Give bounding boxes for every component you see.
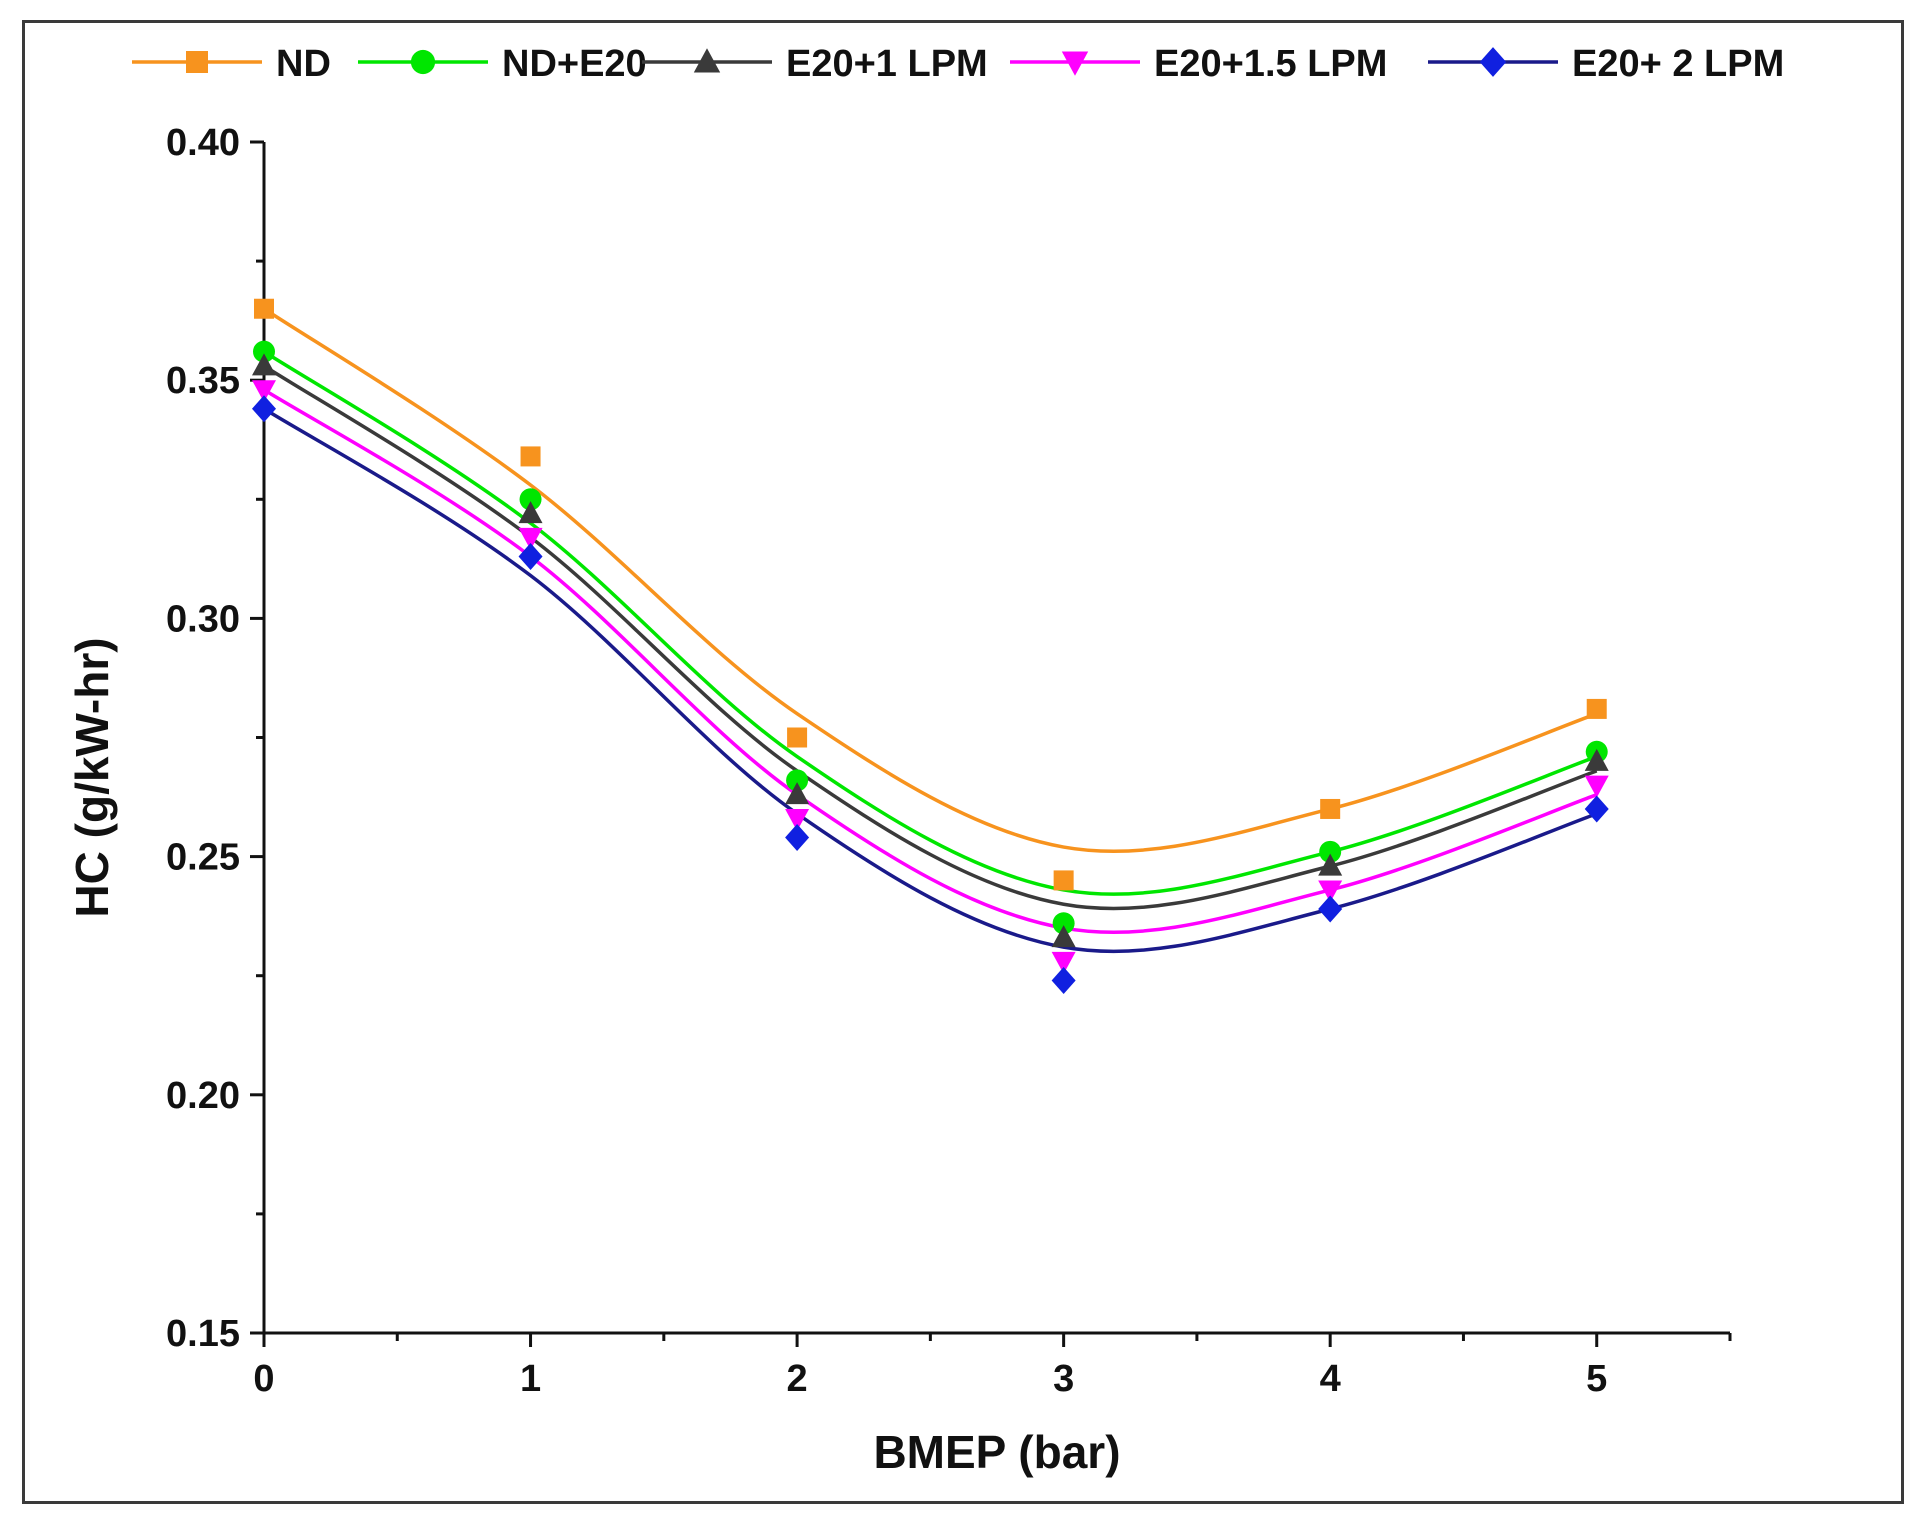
y-tick-label: 0.15 xyxy=(166,1313,240,1355)
legend-marker xyxy=(1061,51,1089,76)
y-tick-label: 0.30 xyxy=(166,598,240,640)
legend: ND ND+E20 E20+1 LPM E20+1.5 LPM E20+ 2 LPM xyxy=(132,43,1784,85)
x-axis-title: BMEP (bar) xyxy=(873,1426,1120,1478)
data-point xyxy=(1318,853,1343,876)
legend-marker xyxy=(693,48,721,73)
data-point xyxy=(518,527,543,550)
y-tick-label: 0.40 xyxy=(166,122,240,164)
data-point xyxy=(787,727,808,748)
data-point xyxy=(1051,925,1076,948)
legend-marker xyxy=(410,49,436,75)
legend-label: E20+1.5 LPM xyxy=(1154,43,1387,85)
data-point xyxy=(1318,880,1343,903)
legend-item: ND xyxy=(132,43,331,85)
data-point xyxy=(1053,870,1074,891)
legend-label: E20+ 2 LPM xyxy=(1572,43,1784,85)
x-tick-label: 3 xyxy=(1053,1358,1074,1400)
data-point xyxy=(1584,775,1609,798)
x-tick-label: 2 xyxy=(787,1358,808,1400)
data-point xyxy=(1051,966,1076,994)
x-tick-label: 4 xyxy=(1320,1358,1341,1400)
legend-label: ND xyxy=(276,43,331,85)
data-point xyxy=(1051,951,1076,974)
data-point xyxy=(1584,748,1609,771)
legend-item: E20+1 LPM xyxy=(642,43,988,85)
legend-label: ND+E20 xyxy=(502,43,647,85)
data-point xyxy=(1052,912,1075,935)
series-line-4 xyxy=(263,407,1598,954)
y-tick-label: 0.20 xyxy=(166,1075,240,1117)
series-lines xyxy=(263,307,1598,954)
series-line-2 xyxy=(263,364,1598,911)
data-point xyxy=(1584,795,1609,823)
data-point xyxy=(252,395,276,423)
data-point xyxy=(785,782,810,805)
legend-marker xyxy=(1479,47,1507,77)
series-markers xyxy=(252,298,1609,994)
legend-item: E20+ 2 LPM xyxy=(1428,43,1784,85)
series-line-1 xyxy=(263,350,1598,896)
data-point xyxy=(1320,798,1341,819)
series-line-3 xyxy=(263,388,1598,935)
y-axis-title: HC (g/kW-hr) xyxy=(66,637,118,917)
data-point xyxy=(519,488,542,511)
legend-item: ND+E20 xyxy=(358,43,647,85)
data-point xyxy=(1586,698,1607,719)
data-point xyxy=(1318,895,1343,923)
data-point xyxy=(785,808,810,831)
y-tick-label: 0.35 xyxy=(166,360,240,402)
x-tick-label: 5 xyxy=(1586,1358,1607,1400)
data-point xyxy=(252,380,276,403)
legend-label: E20+1 LPM xyxy=(786,43,988,85)
legend-marker xyxy=(186,51,208,73)
data-point xyxy=(253,340,275,363)
legend-item: E20+1.5 LPM xyxy=(1010,43,1387,85)
series-line-0 xyxy=(263,307,1598,854)
y-ticks: 0.15 0.20 0.25 0.30 0.35 0.40 xyxy=(166,122,264,1355)
data-point xyxy=(518,542,543,570)
x-tick-label: 0 xyxy=(253,1358,274,1400)
data-point xyxy=(786,769,809,792)
x-tick-label: 1 xyxy=(520,1358,541,1400)
chart-frame xyxy=(22,20,1904,1504)
data-point xyxy=(252,353,276,376)
y-tick-label: 0.25 xyxy=(166,837,240,879)
x-ticks: 0 1 2 3 4 5 xyxy=(253,1333,1732,1400)
data-point xyxy=(254,298,274,319)
data-point xyxy=(520,446,541,467)
data-point xyxy=(1319,840,1342,863)
data-point xyxy=(785,824,810,852)
data-point xyxy=(518,501,543,524)
axes: 0.15 0.20 0.25 0.30 0.35 0.40 0 1 2 3 4 5 xyxy=(166,122,1732,1400)
